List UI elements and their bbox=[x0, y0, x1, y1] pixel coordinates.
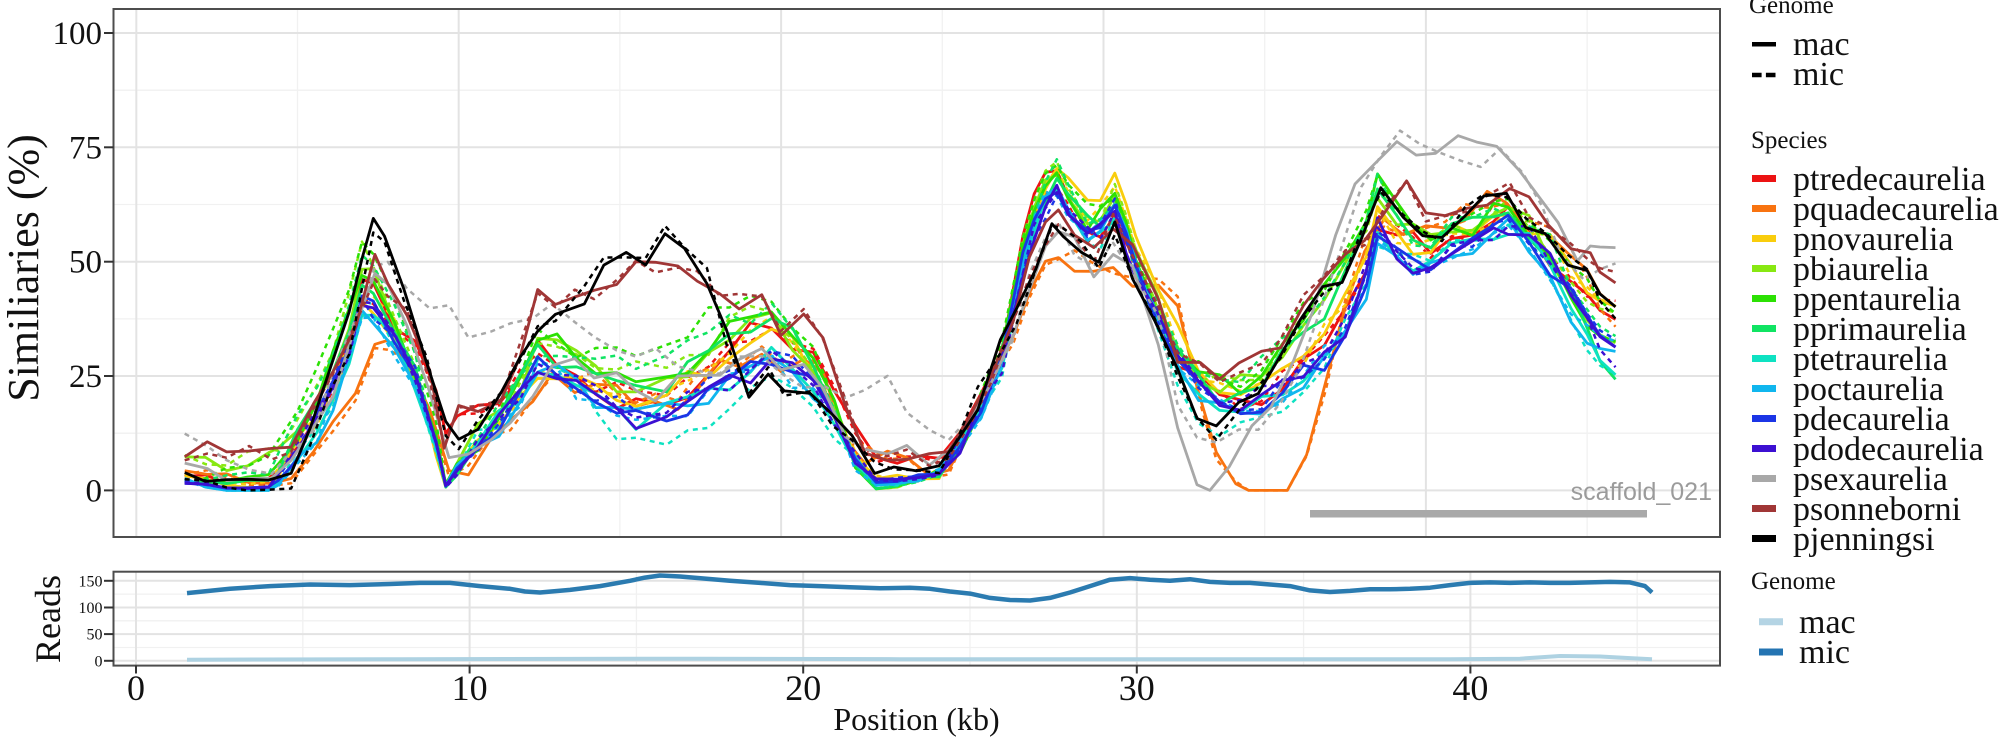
svg-text:Similiaries (%): Similiaries (%) bbox=[0, 134, 48, 402]
svg-text:pdecaurelia: pdecaurelia bbox=[1793, 401, 1950, 438]
svg-text:40: 40 bbox=[1452, 668, 1488, 708]
svg-text:mic: mic bbox=[1799, 634, 1850, 671]
svg-text:100: 100 bbox=[79, 600, 103, 617]
svg-text:ppentaurelia: ppentaurelia bbox=[1793, 281, 1961, 318]
svg-text:0: 0 bbox=[86, 473, 103, 509]
svg-text:poctaurelia: poctaurelia bbox=[1793, 371, 1944, 408]
svg-text:Species: Species bbox=[1751, 127, 1827, 154]
svg-text:mic: mic bbox=[1793, 56, 1844, 93]
svg-text:scaffold_021: scaffold_021 bbox=[1571, 478, 1712, 506]
svg-text:pbiaurelia: pbiaurelia bbox=[1793, 251, 1929, 288]
svg-text:150: 150 bbox=[79, 573, 103, 590]
svg-text:ptredecaurelia: ptredecaurelia bbox=[1793, 161, 1986, 198]
svg-text:pprimaurelia: pprimaurelia bbox=[1793, 311, 1967, 348]
svg-text:psonneborni: psonneborni bbox=[1793, 491, 1961, 528]
svg-text:mac: mac bbox=[1793, 26, 1850, 63]
svg-text:psexaurelia: psexaurelia bbox=[1793, 461, 1948, 498]
svg-text:25: 25 bbox=[69, 359, 102, 395]
svg-text:pjenningsi: pjenningsi bbox=[1793, 521, 1935, 558]
svg-text:pnovaurelia: pnovaurelia bbox=[1793, 221, 1954, 258]
svg-text:10: 10 bbox=[452, 668, 488, 708]
svg-text:50: 50 bbox=[69, 245, 102, 281]
svg-text:0: 0 bbox=[95, 653, 103, 670]
svg-text:20: 20 bbox=[785, 668, 821, 708]
svg-text:pquadecaurelia: pquadecaurelia bbox=[1793, 191, 1999, 228]
svg-text:mac: mac bbox=[1799, 604, 1856, 641]
svg-text:Genome: Genome bbox=[1751, 568, 1836, 595]
svg-text:ptetraurelia: ptetraurelia bbox=[1793, 341, 1948, 378]
svg-text:pdodecaurelia: pdodecaurelia bbox=[1793, 431, 1984, 468]
svg-text:30: 30 bbox=[1119, 668, 1155, 708]
svg-text:75: 75 bbox=[69, 130, 102, 166]
svg-text:100: 100 bbox=[53, 16, 103, 52]
svg-text:Reads: Reads bbox=[28, 575, 68, 663]
svg-text:0: 0 bbox=[127, 668, 145, 708]
svg-text:Genome: Genome bbox=[1749, 0, 1834, 19]
svg-text:Position (kb): Position (kb) bbox=[833, 701, 999, 737]
svg-text:50: 50 bbox=[87, 627, 103, 644]
